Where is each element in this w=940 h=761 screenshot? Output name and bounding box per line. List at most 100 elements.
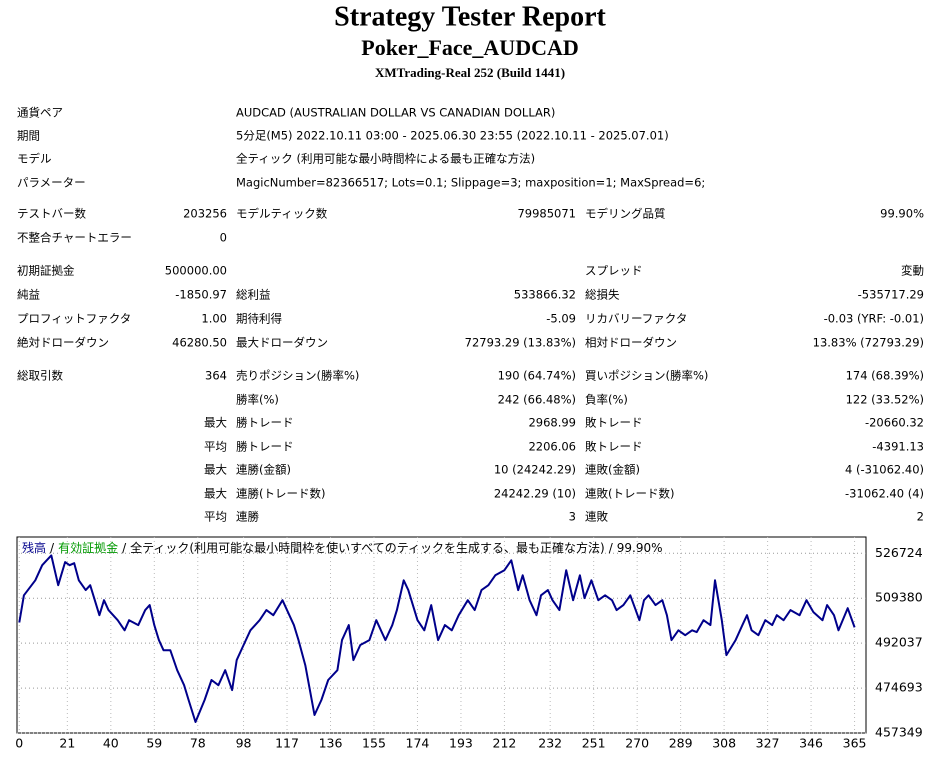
stat-value: -535717.29 [858,288,924,302]
stat-label: 連敗(トレード数) [585,487,674,501]
y-tick-label: 526724 [875,545,923,560]
x-tick-label: 40 [103,736,119,751]
stat-label: テストバー数 [17,207,86,221]
report-title: Strategy Tester Report [334,1,606,32]
info-label: モデル [17,152,52,166]
stat-value: 174 (68.39%) [846,369,924,383]
stat-value: 46280.50 [172,336,227,350]
stat-value: 平均 [204,510,227,524]
info-label: パラメーター [17,176,86,190]
stat-value: -31062.40 (4) [845,487,924,501]
stat-label: 総取引数 [17,369,63,383]
legend-item: 99.90% [617,541,663,555]
legend-item: 有効証拠金 [58,540,118,555]
x-tick-label: 327 [756,736,780,751]
x-tick-label: 117 [275,736,299,751]
x-tick-label: 232 [538,736,562,751]
stat-value: 3 [569,510,576,524]
stat-label: 不整合チャートエラー [17,231,132,245]
legend-item: / [50,541,55,555]
stat-label: スプレッド [585,264,643,278]
stat-label: 売りポジション(勝率%) [236,369,359,383]
stat-value: 最大 [204,463,227,477]
stat-value: 500000.00 [165,264,227,278]
report-subtitle: Poker_Face_AUDCAD [361,35,579,60]
x-tick-label: 365 [843,736,867,751]
stat-value: 2 [917,510,924,524]
stat-value: 0 [220,231,227,245]
stat-value: 13.83% (72793.29) [813,336,924,350]
chart-legend: 残高 / 有効証拠金 / 全ティック(利用可能な最小時間枠を使いすべてのティックを生成す… [22,540,663,555]
info-value: MagicNumber=82366517; Lots=0.1; Slippage… [236,176,705,190]
stat-label: 初期証拠金 [17,264,75,278]
stat-label: モデリング品質 [585,207,666,221]
stat-label: 相対ドローダウン [585,336,677,350]
build-info: XMTrading-Real 252 (Build 1441) [375,65,565,80]
y-tick-label: 492037 [875,635,923,650]
stat-value: 190 (64.74%) [498,369,576,383]
y-tick-label: 474693 [875,680,923,695]
stat-label: 敗トレード [585,416,643,430]
stat-label: 勝トレード [236,440,294,454]
y-tick-label: 457349 [875,725,923,740]
stat-label: 連勝(トレード数) [236,487,325,501]
stat-value: 99.90% [880,207,924,221]
stat-value: 最大 [204,416,227,430]
x-tick-label: 251 [582,736,606,751]
info-label: 期間 [17,129,40,143]
stat-label: 負率(%) [585,393,628,407]
stat-label: 連敗(金額) [585,463,640,477]
stat-label: 連敗 [585,510,608,524]
info-value: 全ティック (利用可能な最小時間枠による最も正確な方法) [236,152,535,166]
stat-value: 364 [205,369,227,383]
x-tick-label: 136 [319,736,343,751]
stat-value: 79985071 [517,207,576,221]
y-tick-label: 509380 [875,590,923,605]
stat-label: 勝率(%) [236,393,279,407]
stat-label: リカバリーファクタ [585,312,687,326]
stat-value: -1850.97 [175,288,227,302]
x-tick-label: 193 [449,736,473,751]
x-tick-label: 78 [190,736,206,751]
info-value: 5分足(M5) 2022.10.11 03:00 - 2025.06.30 23… [236,129,669,143]
stat-value: 24242.29 (10) [494,487,576,501]
stat-value: -4391.13 [872,440,924,454]
stat-value: 533866.32 [514,288,576,302]
stat-label: 純益 [17,288,40,302]
stat-label: 連勝(金額) [236,463,291,477]
info-value: AUDCAD (AUSTRALIAN DOLLAR VS CANADIAN DO… [236,106,555,120]
stat-label: 買いポジション(勝率%) [585,369,708,383]
stat-value: 1.00 [201,312,227,326]
stat-value: 最大 [204,487,227,501]
x-tick-label: 308 [712,736,736,751]
x-tick-label: 289 [669,736,693,751]
stat-label: 敗トレード [585,440,643,454]
stat-label: 総損失 [585,288,620,302]
stat-value: 242 (66.48%) [498,393,576,407]
stat-label: 期待利得 [236,312,282,326]
x-tick-label: 0 [15,736,23,751]
stat-label: 連勝 [236,510,259,524]
x-tick-label: 21 [59,736,75,751]
legend-item: 全ティック(利用可能な最小時間枠を使いすべてのティックを生成する、最も正確な方法… [130,540,605,555]
legend-item: 残高 [22,540,46,555]
stat-value: 平均 [204,440,227,454]
stat-label: プロフィットファクタ [17,312,131,326]
stat-value: 10 (24242.29) [494,463,576,477]
stat-label: 最大ドローダウン [236,336,328,350]
x-tick-label: 155 [362,736,386,751]
stat-value: 203256 [183,207,227,221]
stat-value: 4 (-31062.40) [845,463,924,477]
legend-item: / [122,541,127,555]
stat-value: 変動 [901,264,924,278]
balance-line [18,554,856,723]
x-tick-label: 59 [146,736,162,751]
x-tick-label: 346 [799,736,823,751]
stat-label: 絶対ドローダウン [17,336,109,350]
stat-value: -5.09 [546,312,576,326]
x-tick-label: 174 [406,736,430,751]
stat-value: 2968.99 [528,416,576,430]
x-tick-label: 270 [625,736,649,751]
